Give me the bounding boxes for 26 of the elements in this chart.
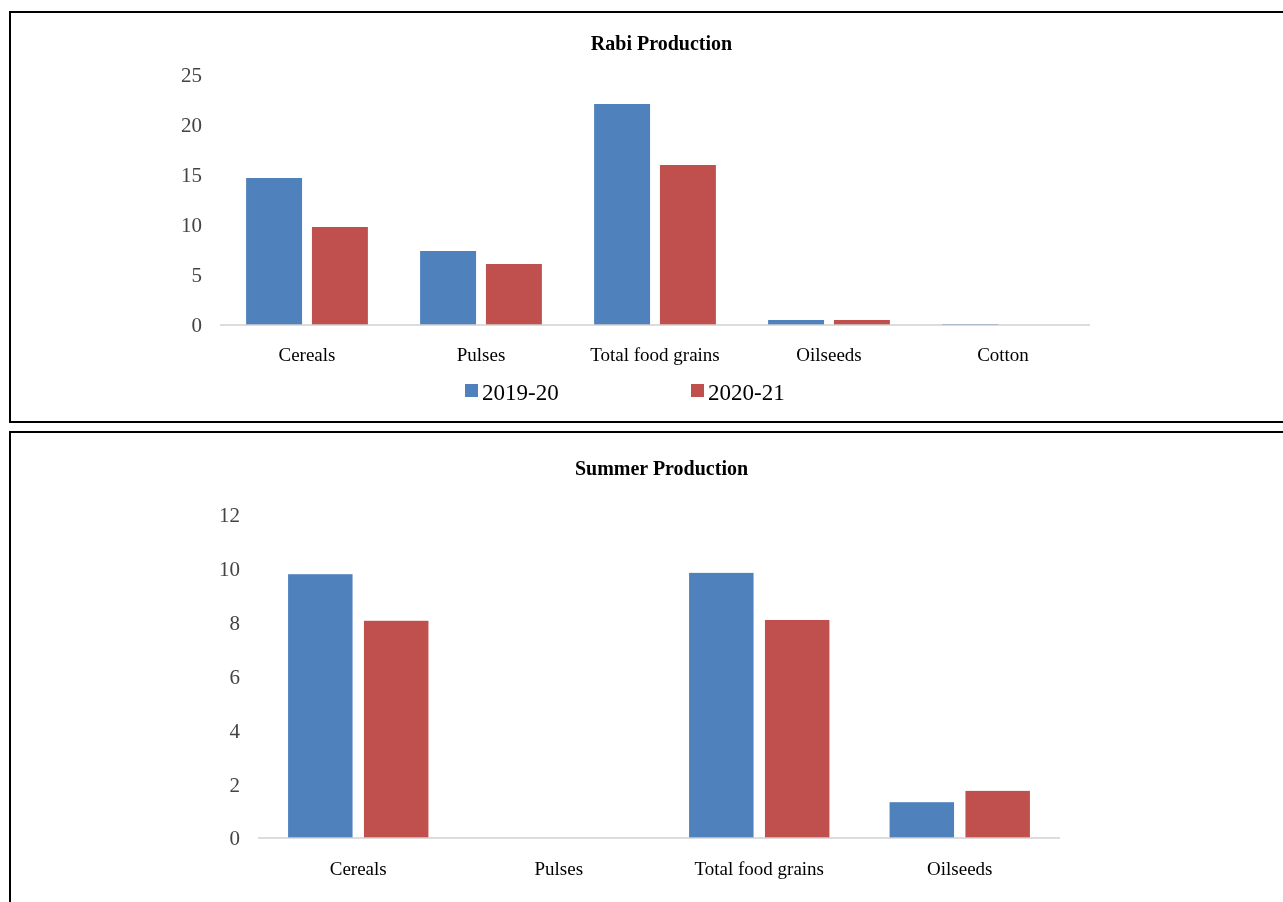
x-tick-label: Cereals xyxy=(278,344,336,365)
y-tick-label: 2 xyxy=(229,772,240,797)
x-tick-label: Cotton xyxy=(977,344,1030,365)
chart-title: Summer Production xyxy=(574,457,749,479)
x-tick-label: Total food grains xyxy=(694,858,825,879)
x-tick-label: Total food grains xyxy=(590,344,720,365)
y-tick-label: 0 xyxy=(229,826,240,851)
y-tick-label: 4 xyxy=(229,718,241,743)
y-tick-label: 8 xyxy=(229,611,240,636)
y-tick-label: 0 xyxy=(191,313,202,338)
y-tick-label: 20 xyxy=(181,113,202,138)
x-tick-label: Oilseeds xyxy=(927,858,993,879)
legend-label: 2020-21 xyxy=(708,380,785,406)
x-tick-label: Cereals xyxy=(329,858,387,879)
y-tick-label: 12 xyxy=(219,503,240,528)
y-tick-label: 15 xyxy=(181,163,202,188)
y-tick-label: 25 xyxy=(181,63,202,88)
x-tick-label: Pulses xyxy=(456,344,506,365)
y-tick-label: 10 xyxy=(219,557,240,582)
y-tick-label: 6 xyxy=(229,664,240,689)
y-tick-label: 5 xyxy=(191,263,202,288)
x-tick-label: Oilseeds xyxy=(796,344,862,365)
chart-title: Rabi Production xyxy=(590,32,733,54)
x-tick-label: Pulses xyxy=(534,858,584,879)
y-tick-label: 10 xyxy=(181,213,202,238)
legend-label: 2019-20 xyxy=(482,380,559,406)
